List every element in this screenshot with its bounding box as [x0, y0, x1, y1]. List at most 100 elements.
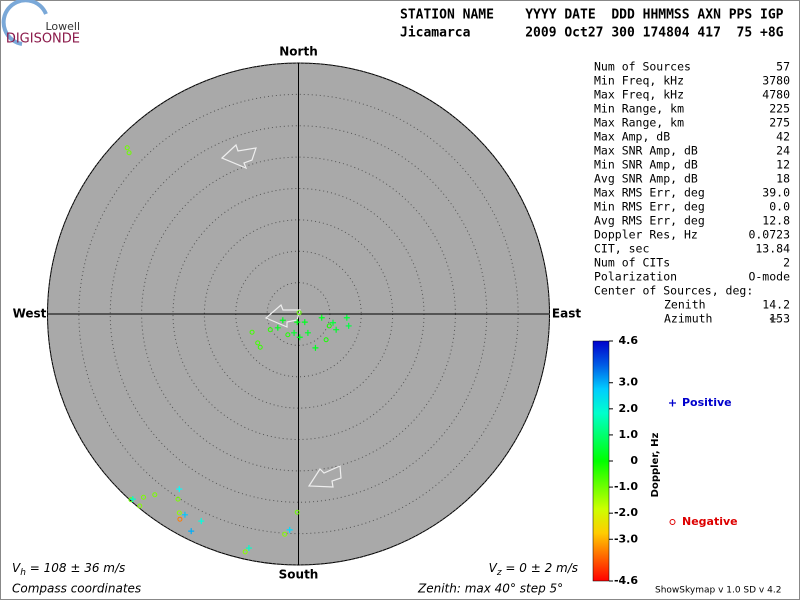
source-negative	[257, 344, 263, 350]
stat-label: Max RMS Err, deg	[594, 186, 705, 200]
source-positive	[294, 319, 301, 326]
stat-label: Min Freq, kHz	[594, 74, 684, 88]
stat-label: Max Range, km	[594, 116, 684, 130]
source-positive	[291, 329, 298, 336]
source-positive	[181, 511, 188, 518]
stat-value: 42	[776, 130, 790, 144]
source-positive	[129, 496, 136, 503]
stat-value: 0.0	[769, 200, 790, 214]
source-positive	[188, 528, 195, 535]
stat-label: Min SNR Amp, dB	[594, 158, 698, 172]
motion-arrow	[220, 143, 257, 170]
colorbar-label: Doppler, Hz	[650, 433, 661, 498]
logo-swoosh	[1, 0, 48, 46]
colorbar-tick-label: -1.0	[614, 480, 638, 493]
stat-value: 4780	[762, 88, 790, 102]
stat-label: Avg RMS Err, deg	[594, 214, 705, 228]
source-positive	[301, 319, 308, 326]
stat-label: Min RMS Err, deg	[594, 200, 705, 214]
source-negative	[255, 340, 261, 346]
source-negative	[152, 492, 158, 498]
stat-value: 14.2	[762, 298, 790, 312]
stat-label: Avg SNR Amp, dB	[594, 172, 698, 186]
stat-label: Min Range, km	[594, 102, 684, 116]
colorbar: 4.6 3.0 2.0 1.0 0 -1.0 -2.0 -3.0 -4.6 Doppler, Hz…	[592, 334, 738, 587]
colorbar-tick-label: 1.0	[619, 428, 639, 441]
south-label: South	[279, 568, 319, 582]
vh-sub: h	[20, 568, 26, 578]
source-negative	[141, 494, 147, 500]
stat-value: 57	[776, 60, 790, 74]
stat-value: 13.84	[755, 242, 790, 256]
source-positive	[274, 324, 281, 331]
stat-label: Num of Sources	[594, 60, 691, 74]
stat-value: 0.0723	[748, 228, 790, 242]
colorbar-tick-label: 3.0	[619, 376, 639, 389]
stat-value: 3780	[762, 74, 790, 88]
stat-value: 39.0	[762, 186, 790, 200]
colorbar-tick-label: -4.6	[614, 574, 638, 587]
stat-label: Azimuth	[664, 312, 712, 326]
source-negative	[124, 145, 130, 151]
stat-value: 2	[783, 256, 790, 270]
stat-value: 275	[769, 116, 790, 130]
header-line: Jicamarca 2009 Oct27 300 174804 417 75 +…	[400, 26, 784, 41]
source-positive	[333, 326, 340, 333]
east-label: East	[552, 307, 581, 321]
source-positive	[296, 334, 303, 341]
vz-text: Vz = 0 ± 2 m/s	[489, 561, 578, 578]
colorbar-ramp	[592, 340, 610, 582]
source-negative	[176, 510, 182, 516]
source-positive	[286, 526, 293, 533]
stat-value: 153	[769, 312, 790, 326]
stat-label: Max Amp, dB	[594, 130, 670, 144]
source-positive	[304, 329, 311, 336]
source-positive	[279, 317, 286, 324]
colorbar-tick-label: 4.6	[619, 334, 639, 347]
legend-label: Positive	[682, 396, 732, 409]
stat-value: 225	[769, 102, 790, 116]
vh-text: Vh = 108 ± 36 m/s	[12, 561, 125, 578]
stat-value: 18	[776, 172, 790, 186]
source-positive	[318, 314, 325, 321]
source-positive	[345, 322, 352, 329]
source-negative	[249, 329, 255, 335]
source-negative	[177, 516, 183, 522]
stat-label: Center of Sources, deg:	[594, 284, 753, 298]
legend-marker	[669, 519, 676, 525]
stat-label: Max Freq, kHz	[594, 88, 684, 102]
logo-top: Lowell	[45, 20, 80, 33]
source-negative	[323, 337, 329, 343]
motion-arrow	[307, 465, 342, 488]
stat-label: CIT, sec	[594, 242, 649, 256]
source-negative	[126, 150, 132, 156]
header-line: STATION NAME YYYY DATE DDD HHMMSS AXN PP…	[400, 8, 784, 23]
stat-value: 24	[776, 144, 790, 158]
source-negative	[242, 549, 248, 555]
stat-label: Doppler Res, Hz	[594, 228, 698, 242]
stat-value: 12	[776, 158, 790, 172]
stat-value: O-mode	[748, 270, 790, 284]
source-positive	[330, 319, 337, 326]
colorbar-tick-label: -3.0	[614, 532, 638, 545]
source-negative	[296, 310, 302, 316]
stat-label: Polarization	[594, 270, 677, 284]
stat-value: 12.8	[762, 214, 790, 228]
coords-text: Compass coordinates	[12, 582, 141, 596]
colorbar-tick-label: 2.0	[619, 402, 639, 415]
source-positive	[176, 486, 183, 493]
vh-value: = 108 ± 36 m/s	[26, 561, 125, 575]
plot: North South West East	[13, 45, 582, 582]
source-negative	[282, 531, 288, 537]
stat-label: Num of CITs	[594, 256, 670, 270]
version-text: ShowSkymap v 1.0 SD v 4.2	[655, 586, 781, 596]
vz-symbol: V	[489, 561, 498, 575]
colorbar-tick-label: -2.0	[614, 506, 638, 519]
source-negative	[175, 496, 181, 502]
source-negative	[326, 323, 332, 329]
stats: Num of Sources 57 Min Freq, kHz 3780 Max Fre…	[594, 60, 790, 326]
vz-sub: z	[496, 568, 502, 578]
north-label: North	[279, 45, 317, 59]
source-positive	[245, 545, 252, 552]
